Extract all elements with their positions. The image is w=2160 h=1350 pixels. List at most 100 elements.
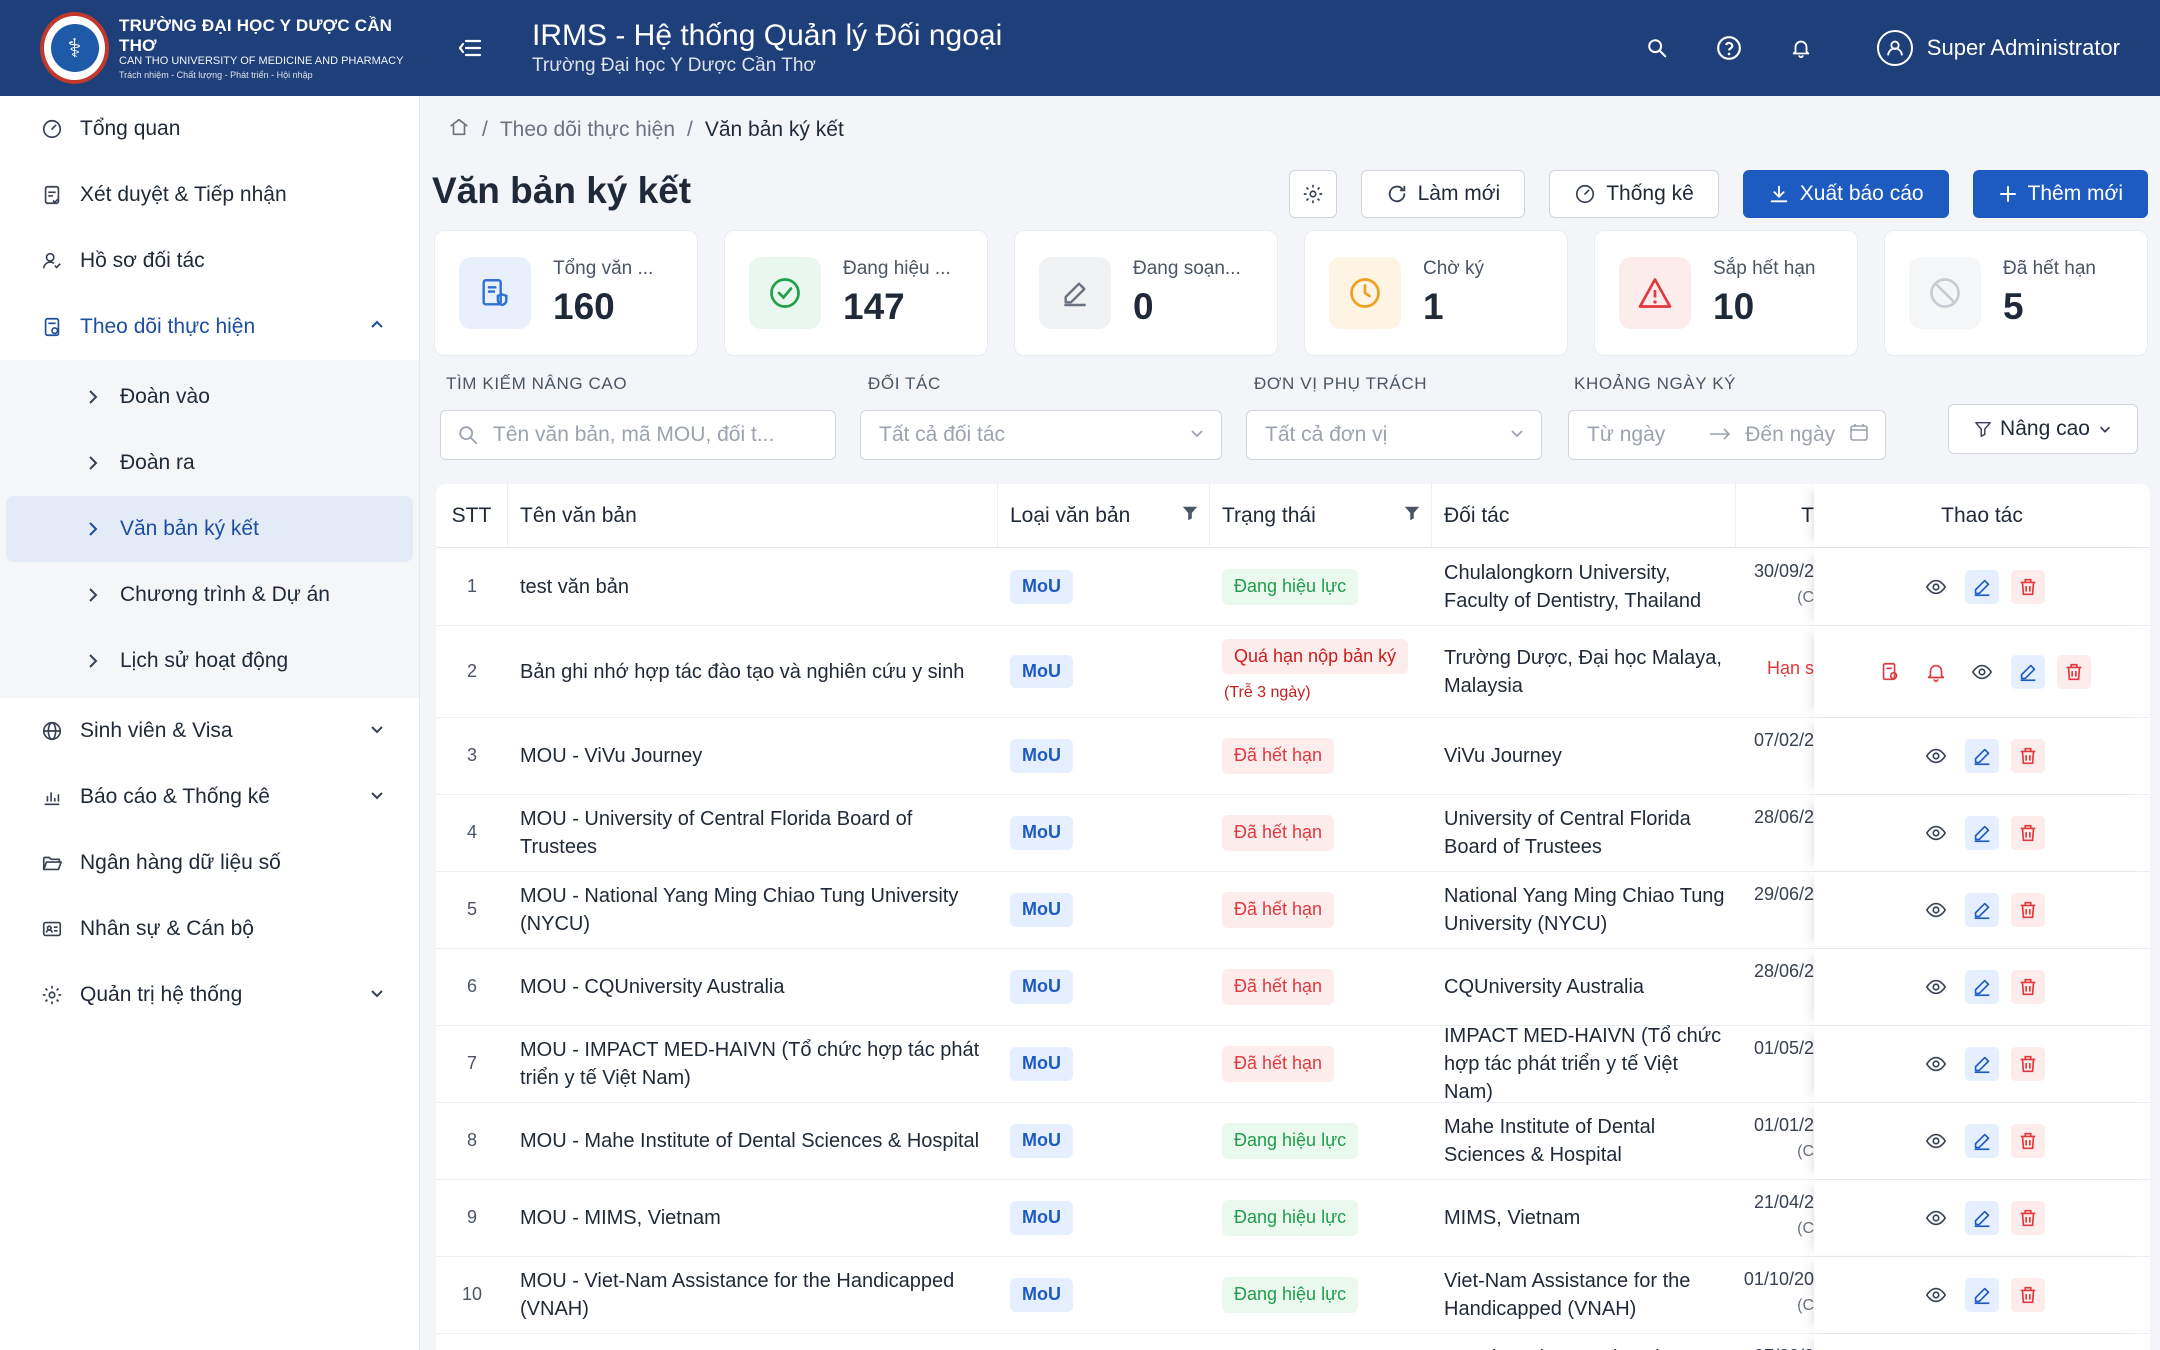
column-header-date[interactable]: T bbox=[1736, 484, 1814, 548]
table-row[interactable]: 5 MOU - National Yang Ming Chiao Tung Uni… bbox=[436, 872, 2150, 949]
unit-select[interactable]: Tất cả đơn vị bbox=[1246, 410, 1542, 460]
delete-button[interactable] bbox=[2011, 570, 2045, 604]
sidebar-item-review[interactable]: Xét duyệt & Tiếp nhận bbox=[0, 162, 419, 228]
breadcrumb-parent-link[interactable]: Theo dõi thực hiện bbox=[499, 118, 676, 141]
sidebar-subitem-inbound-delegations[interactable]: Đoàn vào bbox=[6, 364, 413, 430]
column-header-type[interactable]: Loại văn bản bbox=[998, 484, 1210, 548]
filter-icon[interactable] bbox=[1181, 504, 1199, 528]
cell-document-name[interactable]: MOU - Danube Private University, Krems bbox=[520, 1334, 990, 1350]
remind-button[interactable] bbox=[1919, 655, 1953, 689]
view-button[interactable] bbox=[1965, 655, 1999, 689]
stat-card-total[interactable]: Tổng văn ... 160 bbox=[434, 230, 698, 356]
submit-signed-doc-button[interactable] bbox=[1873, 655, 1907, 689]
add-new-button[interactable]: Thêm mới bbox=[1972, 170, 2148, 218]
university-logo[interactable]: ⚕ TRƯỜNG ĐẠI HỌC Y DƯỢC CẦN THƠ CAN THO … bbox=[0, 12, 420, 84]
table-row[interactable]: 9 MOU - MIMS, Vietnam MoU Đang hiệu lực MIMS… bbox=[436, 1180, 2150, 1257]
column-header-name[interactable]: Tên văn bản bbox=[508, 484, 998, 548]
edit-button[interactable] bbox=[1965, 893, 1999, 927]
edit-button[interactable] bbox=[1965, 970, 1999, 1004]
edit-button[interactable] bbox=[1965, 1278, 1999, 1312]
view-button[interactable] bbox=[1919, 570, 1953, 604]
delete-button[interactable] bbox=[2011, 739, 2045, 773]
column-header-partner[interactable]: Đối tác bbox=[1432, 484, 1736, 548]
partner-select[interactable]: Tất cả đối tác bbox=[860, 410, 1222, 460]
view-button[interactable] bbox=[1919, 816, 1953, 850]
sidebar-subitem-outbound-delegations[interactable]: Đoàn ra bbox=[6, 430, 413, 496]
sidebar-subitem-programs-projects[interactable]: Chương trình & Dự án bbox=[6, 562, 413, 628]
stat-card-pending-sign[interactable]: Chờ ký 1 bbox=[1304, 230, 1568, 356]
delete-button[interactable] bbox=[2011, 970, 2045, 1004]
date-range-picker[interactable]: Từ ngày Đến ngày bbox=[1568, 410, 1886, 460]
table-row[interactable]: 10 MOU - Viet-Nam Assistance for the Hand… bbox=[436, 1257, 2150, 1334]
table-row[interactable]: 3 MOU - ViVu Journey MoU Đã hết hạn ViVu Jou… bbox=[436, 718, 2150, 795]
export-report-button[interactable]: Xuất báo cáo bbox=[1742, 170, 1949, 218]
table-row[interactable]: 6 MOU - CQUniversity Australia MoU Đã hết h… bbox=[436, 949, 2150, 1026]
cell-document-name[interactable]: test văn bản bbox=[520, 549, 990, 625]
column-header-stt[interactable]: STT bbox=[436, 484, 508, 548]
edit-button[interactable] bbox=[1965, 1047, 1999, 1081]
cell-document-name[interactable]: MOU - IMPACT MED-HAIVN (Tổ chức hợp tác … bbox=[520, 1026, 990, 1102]
view-button[interactable] bbox=[1919, 970, 1953, 1004]
filter-icon[interactable] bbox=[1403, 504, 1421, 528]
delete-button[interactable] bbox=[2057, 654, 2091, 689]
view-button[interactable] bbox=[1919, 739, 1953, 773]
table-row[interactable]: 8 MOU - Mahe Institute of Dental Sciences… bbox=[436, 1103, 2150, 1180]
cell-document-name[interactable]: MOU - MIMS, Vietnam bbox=[520, 1180, 990, 1256]
header-search-button[interactable] bbox=[1637, 28, 1677, 68]
help-button[interactable] bbox=[1709, 28, 1749, 68]
stat-card-expired[interactable]: Đã hết hạn 5 bbox=[1884, 230, 2148, 356]
edit-button[interactable] bbox=[1965, 739, 1999, 773]
view-button[interactable] bbox=[1919, 893, 1953, 927]
user-menu[interactable]: Super Administrator bbox=[1876, 30, 2120, 66]
sidebar-item-staff[interactable]: Nhân sự & Cán bộ bbox=[0, 896, 419, 962]
date-to-input[interactable]: Đến ngày bbox=[1745, 423, 1836, 446]
edit-button[interactable] bbox=[1965, 816, 1999, 850]
stat-card-drafting[interactable]: Đang soạn... 0 bbox=[1014, 230, 1278, 356]
menu-toggle-button[interactable] bbox=[450, 28, 490, 68]
notifications-button[interactable] bbox=[1781, 28, 1821, 68]
delete-button[interactable] bbox=[2011, 1124, 2045, 1158]
sidebar-item-system-admin[interactable]: Quản trị hệ thống bbox=[0, 962, 419, 1028]
table-row[interactable]: 7 MOU - IMPACT MED-HAIVN (Tổ chức hợp tác… bbox=[436, 1025, 2150, 1103]
settings-button[interactable] bbox=[1288, 170, 1337, 218]
statistics-button[interactable]: Thống kê bbox=[1549, 170, 1719, 218]
delete-button[interactable] bbox=[2011, 816, 2045, 850]
sidebar-item-partner-profiles[interactable]: Hồ sơ đối tác bbox=[0, 228, 419, 294]
view-button[interactable] bbox=[1919, 1047, 1953, 1081]
table-row[interactable]: MOU - Danube Private University, Krems Mo… bbox=[436, 1334, 2150, 1350]
stat-card-expiring-soon[interactable]: Sắp hết hạn 10 bbox=[1594, 230, 1858, 356]
edit-button[interactable] bbox=[1965, 1201, 1999, 1235]
sidebar-item-overview[interactable]: Tổng quan bbox=[0, 96, 419, 162]
cell-document-name[interactable]: MOU - Viet-Nam Assistance for the Handic… bbox=[520, 1257, 990, 1333]
cell-document-name[interactable]: Bản ghi nhớ hợp tác đào tạo và nghiên cứ… bbox=[520, 626, 990, 717]
cell-document-name[interactable]: MOU - University of Central Florida Boar… bbox=[520, 795, 990, 871]
advanced-filter-button[interactable]: Nâng cao bbox=[1948, 404, 2138, 454]
cell-document-name[interactable]: MOU - National Yang Ming Chiao Tung Univ… bbox=[520, 872, 990, 948]
sidebar-item-students-visa[interactable]: Sinh viên & Visa bbox=[0, 698, 419, 764]
search-input[interactable]: Tên văn bản, mã MOU, đối t... bbox=[440, 410, 836, 460]
table-row[interactable]: 4 MOU - University of Central Florida Boa… bbox=[436, 795, 2150, 872]
delete-button[interactable] bbox=[2011, 1201, 2045, 1235]
edit-button[interactable] bbox=[1965, 570, 1999, 604]
delete-button[interactable] bbox=[2011, 1278, 2045, 1312]
sidebar-item-tracking[interactable]: Theo dõi thực hiện bbox=[0, 294, 419, 360]
sidebar-item-digital-data-bank[interactable]: Ngân hàng dữ liệu số bbox=[0, 830, 419, 896]
delete-button[interactable] bbox=[2011, 893, 2045, 927]
table-row[interactable]: 2 Bản ghi nhớ hợp tác đào tạo và nghiên c… bbox=[436, 626, 2150, 718]
sidebar-item-reports[interactable]: Báo cáo & Thống kê bbox=[0, 764, 419, 830]
date-from-input[interactable]: Từ ngày bbox=[1587, 423, 1666, 446]
sidebar-subitem-activity-history[interactable]: Lịch sử hoạt động bbox=[6, 628, 413, 694]
sidebar-subitem-signed-documents[interactable]: Văn bản ký kết bbox=[6, 496, 413, 562]
view-button[interactable] bbox=[1919, 1278, 1953, 1312]
column-header-status[interactable]: Trạng thái bbox=[1210, 484, 1432, 548]
view-button[interactable] bbox=[1919, 1201, 1953, 1235]
edit-button[interactable] bbox=[1965, 1124, 1999, 1158]
stat-card-active[interactable]: Đang hiệu ... 147 bbox=[724, 230, 988, 356]
refresh-button[interactable]: Làm mới bbox=[1360, 170, 1526, 218]
home-icon[interactable] bbox=[448, 116, 470, 144]
edit-button[interactable] bbox=[2011, 654, 2045, 689]
cell-document-name[interactable]: MOU - ViVu Journey bbox=[520, 718, 990, 794]
table-row[interactable]: 1 test văn bản MoU Đang hiệu lực Chulalongko… bbox=[436, 549, 2150, 626]
cell-document-name[interactable]: MOU - Mahe Institute of Dental Sciences … bbox=[520, 1103, 990, 1179]
view-button[interactable] bbox=[1919, 1124, 1953, 1158]
